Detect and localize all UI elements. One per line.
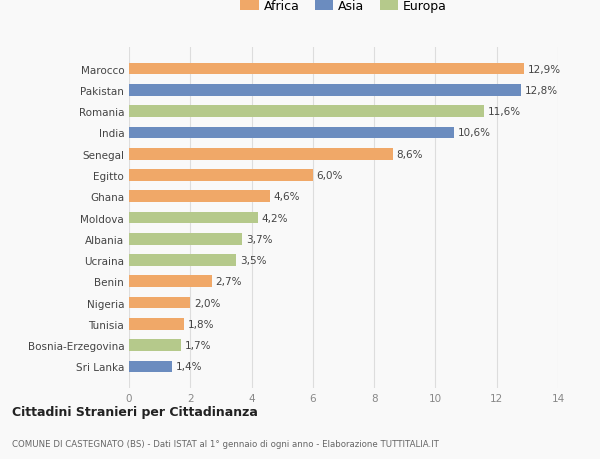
- Text: 12,9%: 12,9%: [528, 64, 561, 74]
- Text: 4,6%: 4,6%: [274, 192, 300, 202]
- Text: 4,2%: 4,2%: [262, 213, 288, 223]
- Bar: [129, 297, 190, 309]
- Text: Cittadini Stranieri per Cittadinanza: Cittadini Stranieri per Cittadinanza: [12, 405, 258, 419]
- Text: 1,8%: 1,8%: [188, 319, 214, 329]
- Text: 12,8%: 12,8%: [525, 86, 558, 95]
- Text: 3,5%: 3,5%: [240, 256, 266, 265]
- Bar: [129, 85, 521, 96]
- Bar: [129, 276, 212, 287]
- Bar: [129, 318, 184, 330]
- Bar: [129, 127, 454, 139]
- Text: 1,7%: 1,7%: [185, 341, 211, 350]
- Bar: [129, 255, 236, 266]
- Bar: [129, 212, 258, 224]
- Bar: [129, 64, 524, 75]
- Text: 3,7%: 3,7%: [246, 234, 272, 244]
- Text: 1,4%: 1,4%: [176, 362, 202, 372]
- Bar: [129, 361, 172, 372]
- Text: 2,0%: 2,0%: [194, 298, 220, 308]
- Bar: [129, 149, 392, 160]
- Text: 8,6%: 8,6%: [396, 149, 423, 159]
- Legend: Africa, Asia, Europa: Africa, Asia, Europa: [240, 0, 447, 13]
- Text: 6,0%: 6,0%: [317, 171, 343, 180]
- Text: COMUNE DI CASTEGNATO (BS) - Dati ISTAT al 1° gennaio di ogni anno - Elaborazione: COMUNE DI CASTEGNATO (BS) - Dati ISTAT a…: [12, 439, 439, 448]
- Text: 10,6%: 10,6%: [457, 128, 490, 138]
- Bar: [129, 340, 181, 351]
- Bar: [129, 170, 313, 181]
- Bar: [129, 191, 270, 202]
- Text: 11,6%: 11,6%: [488, 107, 521, 117]
- Bar: [129, 234, 242, 245]
- Text: 2,7%: 2,7%: [215, 277, 242, 287]
- Bar: [129, 106, 484, 118]
